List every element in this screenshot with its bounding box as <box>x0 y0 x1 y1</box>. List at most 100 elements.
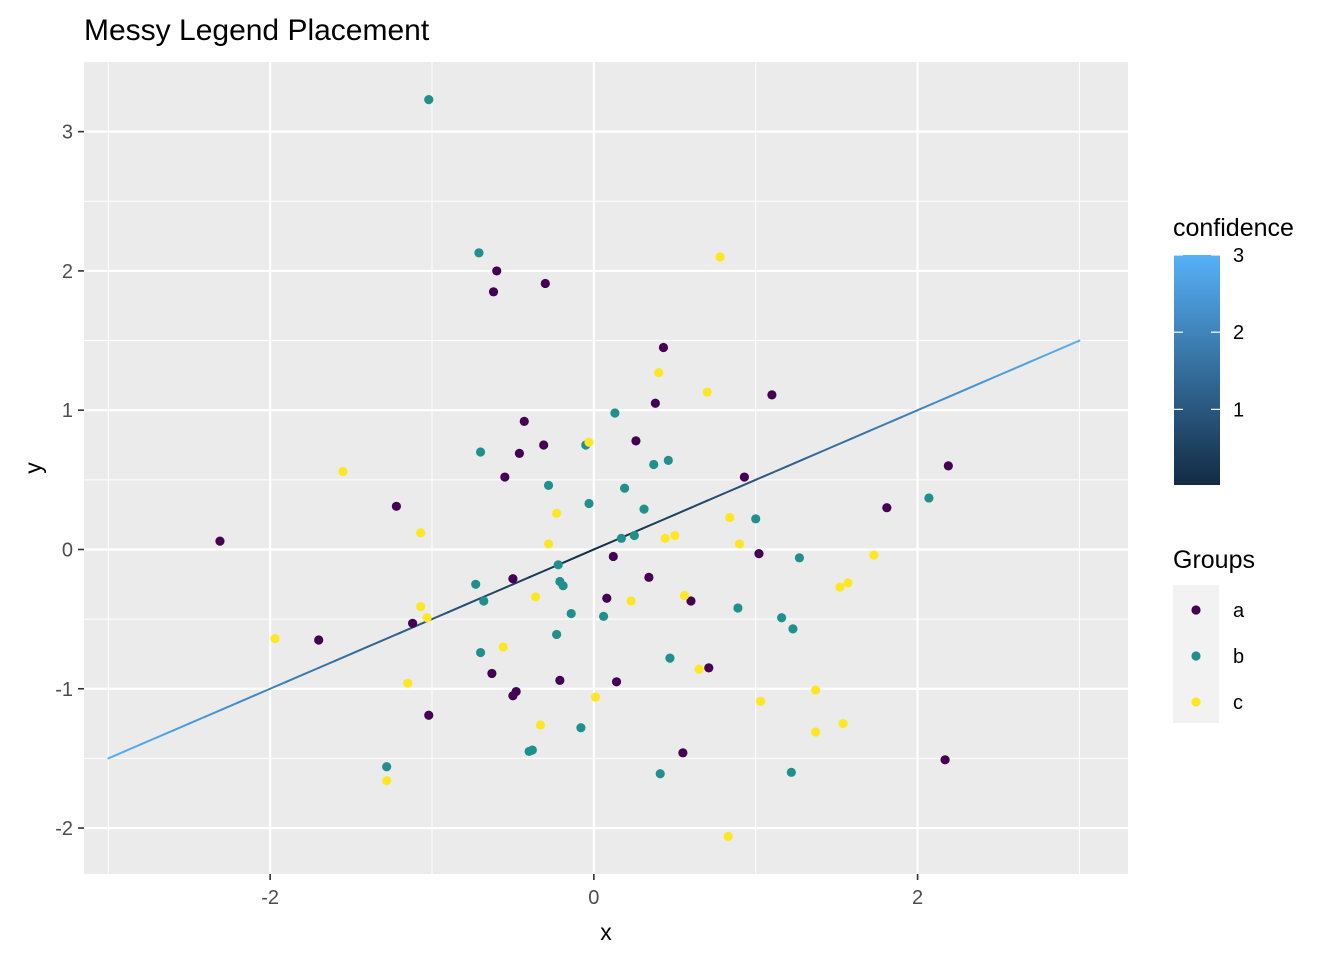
point-a <box>658 342 669 353</box>
point-a <box>940 755 950 765</box>
point-c <box>416 528 426 538</box>
fit-line-segment <box>965 381 984 391</box>
colorbar-tick-label: 1 <box>1233 399 1244 421</box>
fit-line-segment <box>738 478 757 488</box>
legend-key-c <box>1191 697 1201 707</box>
point-b <box>471 579 481 589</box>
point-c <box>835 582 845 592</box>
point-b <box>527 745 537 755</box>
fit-line-segment <box>576 548 595 558</box>
fit-line-segment <box>172 722 191 732</box>
fit-line-segment <box>722 485 741 495</box>
point-b <box>751 514 761 524</box>
fit-line-segment <box>285 673 304 683</box>
point-a <box>314 635 324 645</box>
point-c <box>869 550 879 560</box>
fit-line-segment <box>835 437 854 447</box>
confidence-colorbar <box>1174 255 1220 485</box>
fit-line-segment <box>689 499 709 509</box>
point-b <box>786 767 796 777</box>
confidence-colorbar-ticks: 1 2 3 <box>1174 245 1244 421</box>
point-a <box>602 593 612 603</box>
fit-line-segment <box>333 652 353 662</box>
point-b <box>553 560 563 570</box>
fit-line-segment <box>1029 353 1049 363</box>
fit-line-segment <box>155 729 175 739</box>
point-a <box>540 278 550 289</box>
point-a <box>407 618 418 628</box>
point-a <box>492 266 502 276</box>
point-a <box>739 472 749 482</box>
point-a <box>686 596 696 606</box>
point-a <box>943 461 953 471</box>
point-b <box>788 624 798 634</box>
fit-line-segment <box>447 604 466 614</box>
point-a <box>508 691 518 701</box>
point-c <box>670 530 680 541</box>
legend-key-b <box>1191 651 1201 661</box>
point-b <box>629 530 639 541</box>
point-b <box>663 455 673 465</box>
point-c <box>694 664 704 674</box>
point-b <box>616 533 626 543</box>
point-a <box>539 440 549 450</box>
y-axis-label: y <box>20 462 46 474</box>
point-a <box>555 675 565 686</box>
y-tick-label: -1 <box>55 679 73 701</box>
major-gridlines <box>84 62 1128 874</box>
point-c <box>422 613 432 623</box>
point-c <box>679 590 690 601</box>
point-b <box>794 553 805 563</box>
point-b <box>733 603 743 613</box>
fit-line-segment <box>868 423 887 433</box>
point-a <box>631 436 641 446</box>
fit-line-segment <box>366 639 385 648</box>
legend-label-b: b <box>1233 646 1244 668</box>
confidence-legend: confidence 1 2 3 <box>1173 214 1294 485</box>
point-b <box>639 504 649 514</box>
fit-line-segment <box>495 583 514 593</box>
fit-line-segment <box>220 701 239 711</box>
point-c <box>734 539 745 549</box>
y-tick-label: 1 <box>62 400 73 422</box>
legend-label-c: c <box>1233 692 1243 714</box>
point-a <box>215 536 225 546</box>
point-c <box>811 727 821 737</box>
fit-line-segment <box>916 402 935 412</box>
point-c <box>702 387 712 397</box>
y-tick-label: 3 <box>62 122 73 144</box>
point-b <box>655 769 665 779</box>
point-c <box>552 508 562 518</box>
x-axis-label: x <box>600 919 612 945</box>
point-a <box>882 503 892 513</box>
fit-line-segment <box>269 680 288 690</box>
point-b <box>475 447 486 457</box>
point-b <box>576 723 586 733</box>
legend-key-a <box>1191 605 1201 615</box>
colorbar-tick-label: 3 <box>1233 245 1244 267</box>
point-a <box>514 448 525 458</box>
point-a <box>650 398 660 408</box>
point-c <box>543 539 554 549</box>
fit-line-segment <box>317 659 336 669</box>
point-a <box>391 501 401 511</box>
point-b <box>475 647 486 658</box>
point-b <box>558 581 568 591</box>
y-axis-ticks: -2 -1 0 1 2 3 <box>55 122 84 840</box>
point-b <box>566 608 576 619</box>
fit-line-segment <box>851 430 871 440</box>
fit-line-segment <box>997 367 1016 377</box>
point-b <box>610 408 620 418</box>
point-c <box>755 696 766 706</box>
fit-line-segment <box>884 416 903 426</box>
fit-line-segment <box>754 471 773 481</box>
point-c <box>725 512 735 523</box>
point-a <box>488 287 499 297</box>
y-tick-label: -2 <box>55 818 73 840</box>
fit-line-segment <box>1046 346 1065 356</box>
fit-line-segment <box>657 513 676 523</box>
point-b <box>649 459 659 470</box>
point-c <box>811 685 821 695</box>
fit-line-segment <box>1062 339 1081 349</box>
point-c <box>715 252 725 262</box>
